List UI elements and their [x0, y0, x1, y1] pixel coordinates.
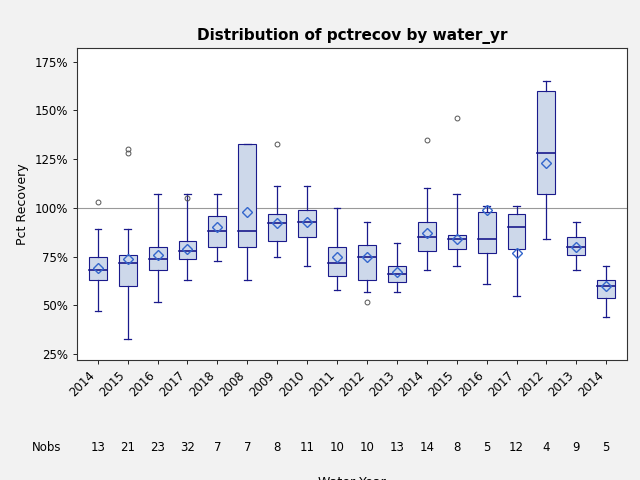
Bar [448, 235, 466, 249]
Title: Distribution of pctrecov by water_yr: Distribution of pctrecov by water_yr [196, 28, 508, 44]
Text: 7: 7 [244, 441, 251, 454]
Text: 10: 10 [360, 441, 374, 454]
Bar [538, 91, 556, 194]
Bar [268, 214, 286, 241]
Bar [508, 214, 525, 249]
Y-axis label: Pct Recovery: Pct Recovery [16, 163, 29, 245]
Text: 8: 8 [453, 441, 460, 454]
X-axis label: Water Year: Water Year [318, 476, 386, 480]
Text: 10: 10 [330, 441, 344, 454]
Text: 8: 8 [273, 441, 281, 454]
Bar [388, 266, 406, 282]
Text: 13: 13 [389, 441, 404, 454]
Bar [597, 280, 615, 298]
Text: 21: 21 [120, 441, 135, 454]
Text: 4: 4 [543, 441, 550, 454]
Text: 13: 13 [90, 441, 105, 454]
Bar [118, 255, 136, 286]
Bar [238, 144, 256, 247]
Text: 9: 9 [573, 441, 580, 454]
Text: 11: 11 [300, 441, 315, 454]
Text: 7: 7 [214, 441, 221, 454]
Bar [358, 245, 376, 280]
Text: 5: 5 [483, 441, 490, 454]
Bar [328, 247, 346, 276]
Text: 14: 14 [419, 441, 435, 454]
Bar [209, 216, 227, 247]
Bar [477, 212, 495, 253]
Text: 12: 12 [509, 441, 524, 454]
Bar [298, 210, 316, 237]
Text: 23: 23 [150, 441, 165, 454]
Bar [89, 257, 107, 280]
Text: Nobs: Nobs [32, 441, 61, 454]
Bar [568, 237, 586, 255]
Bar [418, 222, 436, 251]
Text: 5: 5 [603, 441, 610, 454]
Text: 32: 32 [180, 441, 195, 454]
Bar [179, 241, 196, 259]
Bar [148, 247, 166, 270]
